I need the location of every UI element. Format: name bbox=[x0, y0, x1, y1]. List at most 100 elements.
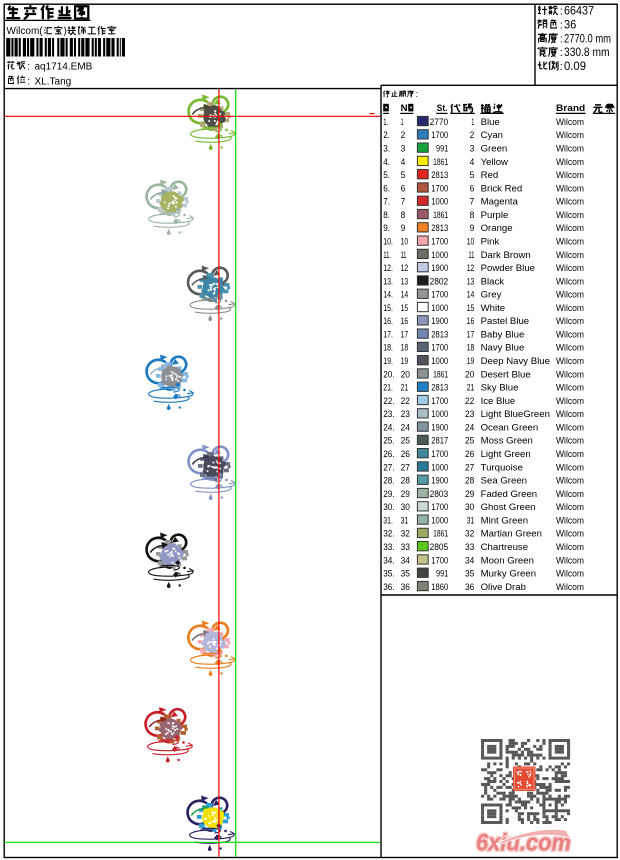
svg-text:23.: 23. bbox=[383, 409, 394, 420]
svg-text:1700: 1700 bbox=[431, 343, 448, 354]
svg-text:6.: 6. bbox=[383, 183, 390, 194]
svg-text:5: 5 bbox=[470, 170, 475, 181]
svg-text:30: 30 bbox=[465, 502, 474, 513]
svg-text:24: 24 bbox=[465, 422, 475, 433]
svg-text:34: 34 bbox=[465, 555, 475, 566]
svg-text:Moon Green: Moon Green bbox=[481, 555, 534, 566]
svg-text:Orange: Orange bbox=[481, 223, 513, 234]
svg-text:13: 13 bbox=[401, 276, 409, 287]
svg-text:34.: 34. bbox=[383, 555, 394, 566]
svg-text:1000: 1000 bbox=[431, 197, 448, 208]
svg-text:19: 19 bbox=[467, 356, 475, 367]
svg-text:12: 12 bbox=[401, 263, 409, 274]
svg-text:34: 34 bbox=[401, 555, 411, 566]
svg-text:18: 18 bbox=[401, 343, 409, 354]
svg-text:11.: 11. bbox=[383, 250, 391, 261]
svg-text:1000: 1000 bbox=[431, 303, 448, 314]
svg-text:17: 17 bbox=[467, 329, 475, 340]
svg-text:Wilcom: Wilcom bbox=[556, 263, 584, 274]
svg-text:1700: 1700 bbox=[431, 130, 448, 141]
svg-text:2813: 2813 bbox=[431, 329, 448, 340]
svg-text:Pink: Pink bbox=[481, 236, 500, 247]
svg-text:35: 35 bbox=[465, 569, 474, 580]
svg-text:1700: 1700 bbox=[431, 236, 448, 247]
svg-text:14: 14 bbox=[467, 290, 475, 301]
svg-text:1700: 1700 bbox=[431, 555, 448, 566]
svg-text:1700: 1700 bbox=[431, 449, 448, 460]
svg-text:31.: 31. bbox=[383, 515, 393, 526]
svg-text:9: 9 bbox=[401, 223, 406, 234]
svg-text:32: 32 bbox=[465, 529, 474, 540]
svg-text:Ice Blue: Ice Blue bbox=[481, 396, 516, 407]
svg-text:1860: 1860 bbox=[431, 582, 448, 593]
svg-text:7: 7 bbox=[470, 197, 475, 208]
svg-text:23: 23 bbox=[465, 409, 474, 420]
svg-text:Purple: Purple bbox=[481, 210, 509, 221]
svg-text:28: 28 bbox=[401, 476, 410, 487]
svg-text:Desert Blue: Desert Blue bbox=[481, 369, 531, 380]
svg-text:12: 12 bbox=[467, 263, 475, 274]
svg-text:6: 6 bbox=[470, 183, 475, 194]
svg-text:Light Green: Light Green bbox=[481, 449, 531, 460]
svg-text:Wilcom: Wilcom bbox=[556, 422, 584, 433]
svg-text:Wilcom: Wilcom bbox=[556, 502, 584, 513]
svg-text:21.: 21. bbox=[383, 383, 393, 394]
svg-text:66437: 66437 bbox=[564, 5, 594, 18]
svg-text:2813: 2813 bbox=[431, 383, 448, 394]
svg-text:991: 991 bbox=[436, 569, 448, 580]
svg-text:2813: 2813 bbox=[431, 170, 448, 181]
svg-text:Blue: Blue bbox=[481, 117, 500, 128]
svg-text:16: 16 bbox=[401, 316, 409, 327]
svg-text:23: 23 bbox=[401, 409, 410, 420]
svg-text:Wilcom: Wilcom bbox=[556, 276, 584, 287]
svg-text:20: 20 bbox=[465, 369, 474, 380]
svg-text:11: 11 bbox=[469, 250, 475, 261]
svg-text:2817: 2817 bbox=[431, 436, 448, 447]
svg-text:Wilcom: Wilcom bbox=[556, 436, 584, 447]
svg-text:26: 26 bbox=[465, 449, 474, 460]
svg-text:1000: 1000 bbox=[431, 250, 448, 261]
svg-text:1000: 1000 bbox=[431, 409, 448, 420]
svg-text:22: 22 bbox=[401, 396, 410, 407]
svg-text:Wilcom(: Wilcom( bbox=[7, 26, 44, 37]
svg-text:8.: 8. bbox=[383, 210, 390, 221]
svg-text:14: 14 bbox=[401, 290, 409, 301]
svg-text:3: 3 bbox=[401, 143, 406, 154]
svg-text:25: 25 bbox=[401, 436, 410, 447]
svg-text:33: 33 bbox=[401, 542, 410, 553]
svg-text:Dark Brown: Dark Brown bbox=[481, 250, 531, 261]
svg-text:24: 24 bbox=[401, 422, 411, 433]
svg-text:24.: 24. bbox=[383, 422, 394, 433]
svg-text:35.: 35. bbox=[383, 569, 394, 580]
svg-text:1: 1 bbox=[401, 117, 404, 128]
svg-text:1000: 1000 bbox=[431, 515, 448, 526]
svg-text:Cyan: Cyan bbox=[481, 130, 503, 141]
svg-text:1.: 1. bbox=[383, 117, 388, 128]
svg-text:Wilcom: Wilcom bbox=[556, 489, 584, 500]
svg-text:29: 29 bbox=[401, 489, 410, 500]
svg-text:Moss Green: Moss Green bbox=[481, 436, 533, 447]
svg-text:Wilcom: Wilcom bbox=[556, 529, 584, 540]
svg-text::: : bbox=[560, 33, 563, 45]
svg-text:20.: 20. bbox=[383, 369, 394, 380]
svg-text:Wilcom: Wilcom bbox=[556, 582, 584, 593]
svg-text:Black: Black bbox=[481, 276, 505, 287]
svg-text:13.: 13. bbox=[383, 276, 393, 287]
svg-text::: : bbox=[27, 62, 30, 73]
svg-text:2: 2 bbox=[470, 130, 475, 141]
svg-text:N: N bbox=[401, 103, 408, 114]
svg-text:1861: 1861 bbox=[433, 157, 448, 168]
svg-text:14.: 14. bbox=[383, 290, 393, 301]
svg-text:White: White bbox=[481, 303, 506, 314]
svg-text:Wilcom: Wilcom bbox=[556, 343, 584, 354]
svg-text:1700: 1700 bbox=[431, 502, 448, 513]
svg-text:Wilcom: Wilcom bbox=[556, 197, 584, 208]
svg-text:3: 3 bbox=[470, 143, 475, 154]
svg-text:18: 18 bbox=[467, 343, 475, 354]
svg-text:Grey: Grey bbox=[481, 290, 502, 301]
svg-text:Pastel Blue: Pastel Blue bbox=[481, 316, 530, 327]
svg-text:Powder Blue: Powder Blue bbox=[481, 263, 535, 274]
svg-text:1900: 1900 bbox=[431, 263, 448, 274]
svg-text:4: 4 bbox=[470, 157, 475, 168]
svg-text:1900: 1900 bbox=[431, 422, 448, 433]
